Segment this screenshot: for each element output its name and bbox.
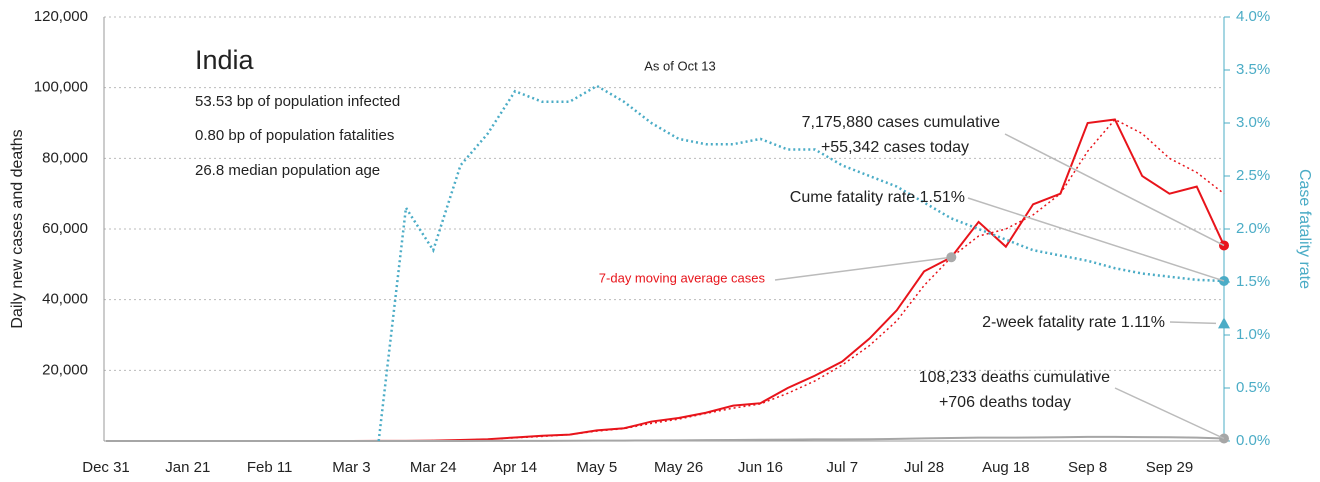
y2-axis-label: Case fatality rate <box>1296 169 1313 289</box>
y-tick-label: 20,000 <box>42 361 88 378</box>
x-tick-label: Jul 28 <box>904 459 944 476</box>
x-tick-label: Jun 16 <box>738 459 783 476</box>
y-tick-label: 100,000 <box>34 79 88 96</box>
x-tick-label: Sep 8 <box>1068 459 1107 476</box>
annotation: As of Oct 13 <box>644 58 716 73</box>
y-axis-label: Daily new cases and deaths <box>9 129 26 328</box>
ma-marker <box>946 252 957 263</box>
y-tick-label: 80,000 <box>42 149 88 166</box>
y2-tick-label: 0.0% <box>1236 432 1270 449</box>
callout-line <box>1114 387 1225 440</box>
y2-tick-label: 2.0% <box>1236 220 1270 237</box>
x-tick-label: May 26 <box>654 459 703 476</box>
y2-tick-label: 1.5% <box>1236 273 1270 290</box>
x-tick-label: Jan 21 <box>165 459 210 476</box>
x-tick-label: Feb 11 <box>247 459 293 476</box>
callout-line <box>1169 321 1217 325</box>
x-tick-label: May 5 <box>576 459 617 476</box>
annotation: Cume fatality rate 1.51% <box>790 189 965 206</box>
x-tick-label: Mar 3 <box>332 459 370 476</box>
annotation: +55,342 cases today <box>821 139 969 156</box>
series-line <box>106 435 1225 442</box>
x-tick-label: Jul 7 <box>826 459 858 476</box>
two-week-marker <box>1218 317 1230 329</box>
y2-tick-label: 4.0% <box>1236 8 1270 25</box>
x-tick-label: Apr 14 <box>493 459 537 476</box>
y-tick-label: 40,000 <box>42 291 88 308</box>
x-tick-label: Aug 18 <box>982 459 1030 476</box>
annotation: 7,175,880 cases cumulative <box>802 114 1000 131</box>
x-tick-label: Dec 31 <box>82 459 130 476</box>
annotation: 108,233 deaths cumulative <box>919 369 1110 386</box>
subtitle: 26.8 median population age <box>195 162 380 179</box>
y2-tick-label: 1.0% <box>1236 326 1270 343</box>
chart-title: India <box>195 45 255 75</box>
callout-line <box>1004 133 1225 247</box>
x-tick-label: Mar 24 <box>410 459 457 476</box>
y2-tick-label: 2.5% <box>1236 167 1270 184</box>
series-line <box>377 84 1225 442</box>
y2-tick-label: 3.5% <box>1236 61 1270 78</box>
y-tick-label: 60,000 <box>42 220 88 237</box>
x-tick-label: Sep 29 <box>1146 459 1194 476</box>
y2-tick-label: 0.5% <box>1236 379 1270 396</box>
subtitle: 53.53 bp of population infected <box>195 93 400 110</box>
y-tick-label: 120,000 <box>34 8 88 25</box>
annotation: 2-week fatality rate 1.11% <box>982 314 1165 331</box>
legend-label: 7-day moving average cases <box>599 270 766 285</box>
callout-line <box>967 197 1225 282</box>
callout-line <box>774 256 952 281</box>
y2-tick-label: 3.0% <box>1236 114 1270 131</box>
subtitle: 0.80 bp of population fatalities <box>195 127 394 144</box>
annotation: +706 deaths today <box>939 394 1071 411</box>
